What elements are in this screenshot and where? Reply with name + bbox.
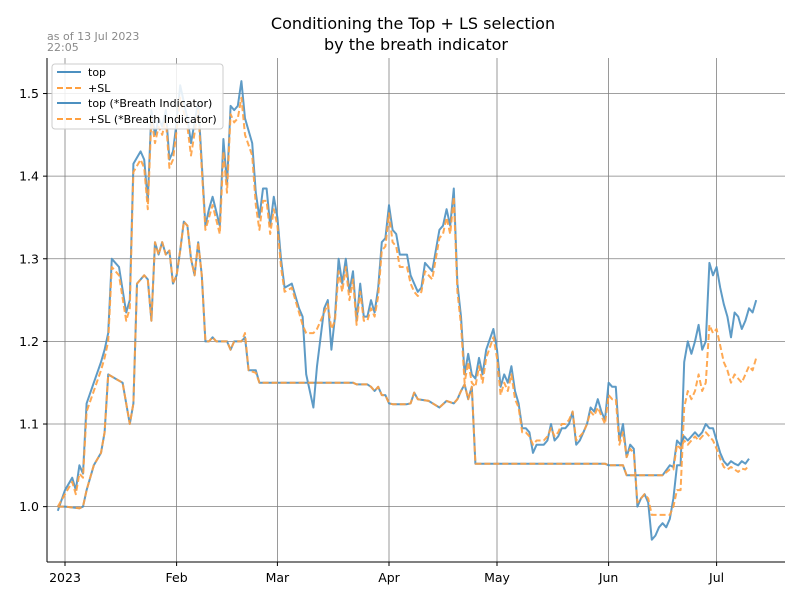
legend-box [51,63,224,130]
x-tick-label: Jun [598,570,619,585]
chart-subtitle: by the breath indicator [324,35,508,54]
legend-label-top-breath: top (*Breath Indicator) [88,97,212,110]
series-line-0 [56,80,758,541]
y-tick-label: 1.5 [19,86,39,101]
chart-title: Conditioning the Top + LS selection [271,14,555,33]
legend-label-sl: +SL [88,82,111,95]
series-line-1 [56,96,758,516]
timestamp-date: as of 13 Jul 2023 [47,30,139,43]
y-tick-label: 1.0 [19,499,39,514]
y-tick-label: 1.2 [19,334,39,349]
series-line-2 [57,220,750,510]
y-tick-label: 1.1 [19,417,39,432]
y-tick-label: 1.4 [19,169,39,184]
x-tick-label: 2023 [49,570,81,585]
series-line-3 [57,220,750,510]
series-lines [56,80,758,541]
timestamp-time: 22:05 [47,41,79,54]
x-tick-label: May [484,570,510,585]
gridlines [47,58,785,562]
x-tick-label: Feb [166,570,188,585]
y-tick-label: 1.3 [19,251,39,266]
x-tick-label: Apr [378,570,400,585]
axis-ticks: 1.0 1.1 1.2 1.3 1.4 1.5 2023 Feb Mar Apr May Jun Jul [19,86,724,585]
legend-label-sl-breath: +SL (*Breath Indicator) [88,113,217,126]
legend: top +SL top (*Breath Indicator) +SL (*Br… [51,63,224,130]
x-tick-label: Jul [708,570,724,585]
legend-label-top: top [88,66,106,79]
x-tick-label: Mar [266,570,290,585]
